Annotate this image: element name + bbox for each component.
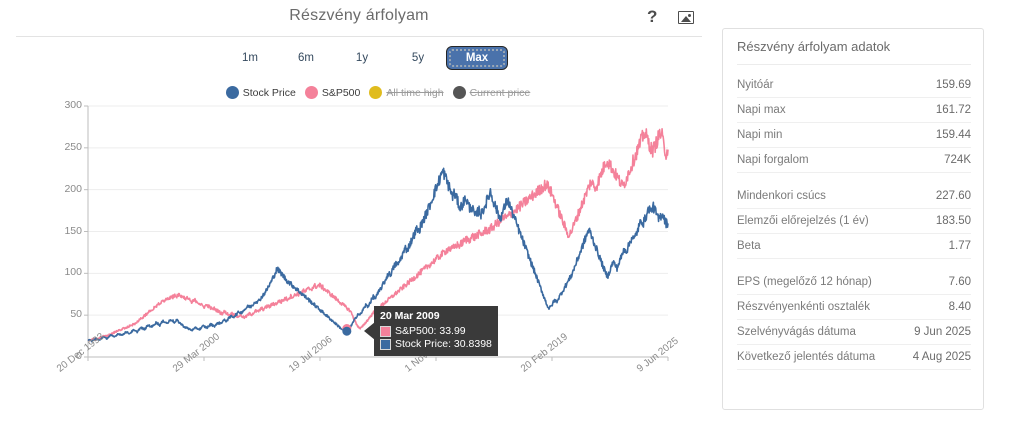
stat-row: Nyitóár 159.69 — [737, 73, 971, 98]
stock-price-chart-card: Részvény árfolyam ? 1m 6m 1y 5y Max Stock Pr… — [16, 6, 702, 375]
stat-label: EPS (megelőző 12 hónap) — [737, 276, 872, 288]
stat-label: Napi max — [737, 104, 786, 116]
range-button-1m[interactable]: 1m — [222, 46, 278, 70]
stat-label: Elemzői előrejelzés (1 év) — [737, 215, 869, 227]
stat-value: 159.44 — [935, 129, 971, 141]
series-line-stock-price — [87, 167, 669, 343]
legend-item-all-time-high[interactable]: All time high — [369, 86, 444, 99]
chart-header: Részvény árfolyam ? — [16, 6, 702, 37]
stat-row: EPS (megelőző 12 hónap) 7.60 — [737, 270, 971, 295]
stat-row: Szelvényvágás dátuma 9 Jun 2025 — [737, 320, 971, 345]
highlight-marker-stock-price[interactable] — [342, 326, 352, 336]
page-title: Részvény árfolyam — [289, 7, 429, 24]
range-selector: 1m 6m 1y 5y Max — [222, 46, 508, 70]
tooltip-series-swatch — [380, 339, 391, 350]
stat-value: 183.50 — [935, 215, 971, 227]
tooltip-series-value: Stock Price: 30.8398 — [395, 338, 492, 350]
stat-value: 7.60 — [948, 276, 971, 288]
legend-label: S&P500 — [321, 86, 361, 99]
stat-value: 4 Aug 2025 — [912, 351, 971, 363]
stat-value: 1.77 — [948, 240, 971, 252]
stat-row: Napi max 161.72 — [737, 98, 971, 123]
stat-label: Beta — [737, 240, 761, 252]
stat-value: 724K — [944, 154, 971, 166]
range-button-5y[interactable]: 5y — [390, 46, 446, 70]
range-button-6m[interactable]: 6m — [278, 46, 334, 70]
stat-groups: Nyitóár 159.69 Napi max 161.72 Napi min 159.4… — [737, 73, 971, 381]
stat-label: Nyitóár — [737, 79, 774, 91]
stat-label: Napi forgalom — [737, 154, 809, 166]
stat-label: Következő jelentés dátuma — [737, 351, 876, 363]
data-panel-title: Részvény árfolyam adatok — [737, 39, 891, 54]
stat-row: Elemzői előrejelzés (1 év) 183.50 — [737, 209, 971, 234]
legend-color-dot — [452, 86, 466, 99]
image-export-icon[interactable] — [678, 11, 694, 24]
legend-item-current-price[interactable]: Current price — [452, 86, 531, 99]
stat-label: Részvényenkénti osztalék — [737, 301, 870, 313]
tooltip-row: S&P500: 33.99 — [380, 325, 492, 338]
stat-row: Napi forgalom 724K — [737, 148, 971, 173]
stat-label: Szelvényvágás dátuma — [737, 326, 856, 338]
legend-item-s-p500[interactable]: S&P500 — [304, 86, 361, 99]
stat-row: Beta 1.77 — [737, 234, 971, 259]
stat-value: 159.69 — [935, 79, 971, 91]
range-button-max[interactable]: Max — [446, 46, 508, 70]
stat-label: Mindenkori csúcs — [737, 190, 826, 202]
stat-row: Következő jelentés dátuma 4 Aug 2025 — [737, 345, 971, 370]
stat-row: Részvényenkénti osztalék 8.40 — [737, 295, 971, 320]
stat-group: EPS (megelőző 12 hónap) 7.60 Részvényenkén… — [737, 270, 971, 370]
tooltip-date: 20 Mar 2009 — [380, 310, 440, 322]
legend-item-stock-price[interactable]: Stock Price — [225, 86, 296, 99]
range-button-1y[interactable]: 1y — [334, 46, 390, 70]
legend-color-dot — [304, 86, 318, 99]
stat-row: Mindenkori csúcs 227.60 — [737, 184, 971, 209]
question-mark-icon[interactable]: ? — [647, 7, 658, 26]
stat-value: 9 Jun 2025 — [914, 326, 971, 338]
legend-label: Stock Price — [242, 86, 296, 99]
tooltip-series-swatch — [380, 326, 391, 337]
legend-color-dot — [369, 86, 383, 99]
stock-data-panel: Részvény árfolyam adatok Nyitóár 159.69 Na… — [722, 28, 984, 410]
legend-color-dot — [225, 86, 239, 99]
chart-tooltip: 20 Mar 2009 S&P500: 33.99 Stock Price: 30… — [364, 306, 498, 356]
stat-value: 8.40 — [948, 301, 971, 313]
stat-label: Napi min — [737, 129, 783, 141]
divider — [737, 64, 971, 65]
stat-value: 161.72 — [935, 104, 971, 116]
chart-legend: Stock Price S&P500 All time high Current pr… — [88, 86, 668, 99]
legend-label: All time high — [386, 86, 444, 99]
stat-value: 227.60 — [935, 190, 971, 202]
stat-row: Napi min 159.44 — [737, 123, 971, 148]
chart-plot — [84, 105, 669, 361]
tooltip-series-value: S&P500: 33.99 — [395, 325, 466, 337]
stat-group: Nyitóár 159.69 Napi max 161.72 Napi min 159.4… — [737, 73, 971, 173]
stat-group: Mindenkori csúcs 227.60 Elemzői előrejelzé… — [737, 184, 971, 259]
legend-label: Current price — [469, 86, 531, 99]
tooltip-row: Stock Price: 30.8398 — [380, 338, 492, 351]
